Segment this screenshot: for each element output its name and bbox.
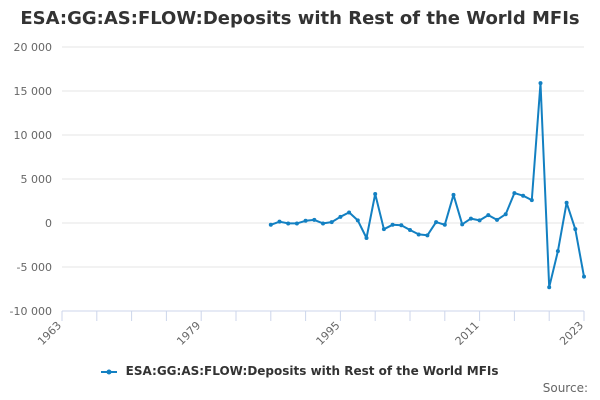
x-tick-label: 2011 [453,319,482,348]
data-point[interactable] [329,220,334,225]
data-point[interactable] [286,221,291,226]
data-point[interactable] [425,233,430,238]
data-point[interactable] [451,192,456,197]
data-point[interactable] [555,249,560,254]
x-tick-label: 1979 [174,319,203,348]
data-point[interactable] [338,214,343,219]
y-tick-label: 0 [45,217,52,230]
y-tick-label: 15 000 [14,85,53,98]
data-point[interactable] [321,221,325,226]
series-group [268,81,586,290]
data-point[interactable] [399,223,404,228]
y-tick-label: 5 000 [21,173,53,186]
legend-line-icon [101,369,118,374]
x-tick-label: 1995 [314,319,343,348]
data-point[interactable] [521,193,526,198]
gridlines [62,46,584,312]
data-point[interactable] [564,200,569,205]
x-tick-label: 2023 [557,319,586,348]
data-point[interactable] [277,219,282,224]
y-axis-ticks: 20 000 15 000 10 000 5 000 0 -5 000 -10 000 [10,41,52,318]
data-point[interactable] [294,221,299,226]
data-point[interactable] [373,191,378,196]
data-point[interactable] [573,227,578,232]
y-tick-label: 10 000 [14,129,53,142]
data-point[interactable] [442,222,447,227]
data-point[interactable] [268,222,273,227]
series-line[interactable] [270,82,585,289]
data-point[interactable] [416,232,421,237]
data-point[interactable] [477,218,482,223]
data-point[interactable] [312,217,317,222]
data-point[interactable] [512,191,517,196]
data-point[interactable] [408,228,412,233]
data-point[interactable] [434,220,439,225]
data-point[interactable] [547,285,552,290]
chart-title: ESA:GG:AS:FLOW:Deposits with Rest of the… [20,8,580,29]
data-point[interactable] [582,274,586,279]
y-tick-label: 20 000 [14,41,53,54]
y-tick-label: -5 000 [17,261,52,274]
data-point[interactable] [347,210,352,215]
data-point[interactable] [303,218,308,223]
data-point[interactable] [364,235,369,240]
data-point[interactable] [538,81,543,86]
data-point[interactable] [529,198,534,203]
data-point[interactable] [503,212,508,217]
legend[interactable]: ESA:GG:AS:FLOW:Deposits with Rest of the… [0,364,600,378]
source-label: Source: [542,381,588,395]
data-point[interactable] [390,222,395,227]
data-point[interactable] [460,222,465,227]
data-point[interactable] [495,217,499,222]
data-point[interactable] [381,227,386,232]
x-axis: 1963 1979 1995 2011 2023 [35,310,586,348]
x-tick-label: 1963 [35,319,64,348]
legend-label: ESA:GG:AS:FLOW:Deposits with Rest of the… [125,364,499,378]
y-tick-label: -10 000 [10,305,52,318]
data-point[interactable] [486,213,491,218]
data-point[interactable] [355,218,360,223]
data-point[interactable] [468,216,473,221]
